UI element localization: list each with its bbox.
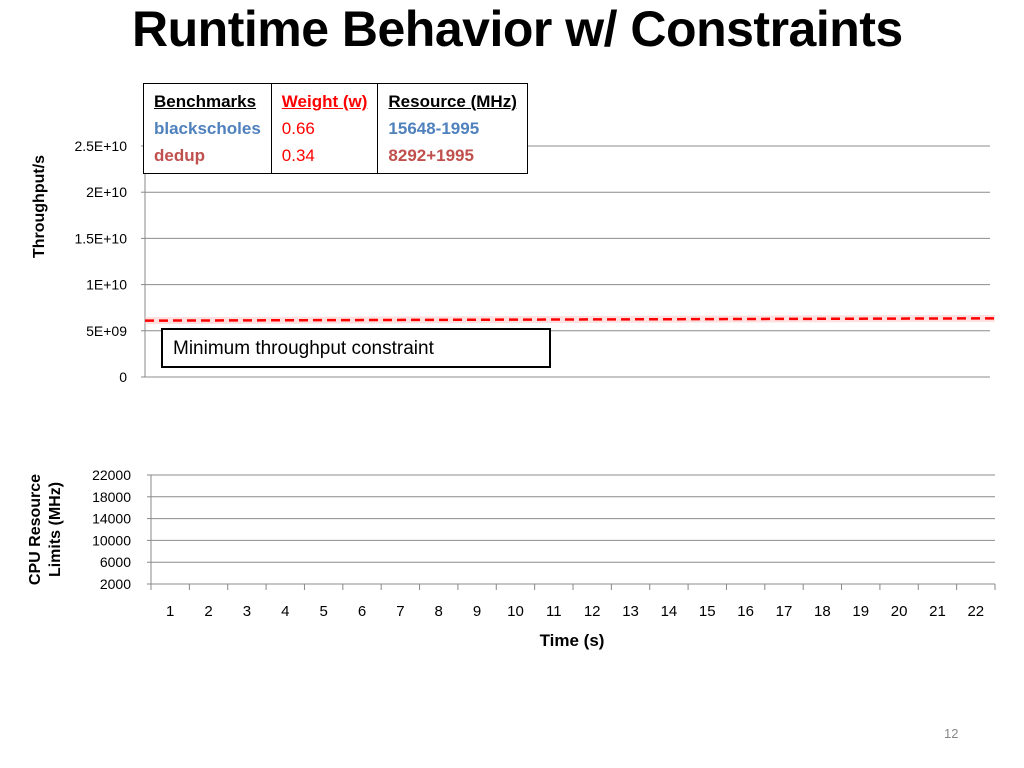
y-tick-label: 1E+10 [86, 277, 127, 293]
y-tick-label: 2E+10 [86, 184, 127, 200]
x-tick-label: 9 [473, 603, 481, 620]
x-tick-label: 19 [852, 603, 869, 620]
y-tick-label: 2000 [100, 576, 131, 592]
resource-column: Resource (MHz) 15648-1995 8292+1995 [378, 84, 526, 173]
y-tick-label: 1.5E+10 [74, 230, 127, 246]
x-tick-label: 21 [929, 603, 946, 620]
x-tick-label: 20 [891, 603, 908, 620]
x-tick-label: 8 [435, 603, 443, 620]
y-tick-label: 18000 [92, 489, 131, 505]
resource-blackscholes: 15648-1995 [388, 119, 480, 138]
benchmark-legend-table: Benchmarks blackscholes dedup Weight (w)… [143, 83, 528, 174]
x-tick-label: 10 [507, 603, 524, 620]
y-tick-label: 10000 [92, 532, 131, 548]
x-tick-label: 4 [281, 603, 289, 620]
x-axis-title: Time (s) [540, 631, 605, 650]
weight-dedup: 0.34 [281, 146, 315, 165]
benchmark-blackscholes: blackscholes [154, 119, 261, 138]
benchmark-dedup: dedup [154, 146, 205, 165]
x-tick-label: 2 [204, 603, 212, 620]
y-tick-label: 2.5E+10 [74, 138, 127, 154]
x-tick-label: 14 [661, 603, 678, 620]
x-tick-label: 12 [584, 603, 601, 620]
y-axis-title: CPU Resource Limits (MHz) [27, 474, 64, 585]
y-tick-label: 14000 [92, 511, 131, 527]
y-axis-title: Throughput/s [31, 155, 48, 258]
x-tick-label: 17 [776, 603, 793, 620]
benchmarks-column: Benchmarks blackscholes dedup [144, 84, 272, 173]
weight-blackscholes: 0.66 [281, 119, 315, 138]
y-tick-label: 0 [119, 369, 127, 385]
y-tick-label: 6000 [100, 554, 131, 570]
weight-header: Weight (w) [281, 92, 368, 111]
x-tick-label: 15 [699, 603, 716, 620]
y-tick-label: 22000 [92, 467, 131, 483]
y-axis-title-line2: Limits (MHz) [47, 482, 64, 577]
x-tick-label: 13 [622, 603, 639, 620]
page-number: 12 [944, 726, 959, 741]
x-tick-label: 22 [967, 603, 984, 620]
min-throughput-callout: Minimum throughput constraint [161, 328, 551, 368]
x-tick-label: 5 [319, 603, 327, 620]
slide-title: Runtime Behavior w/ Constraints [132, 1, 903, 57]
x-tick-label: 11 [546, 603, 562, 620]
x-tick-label: 7 [396, 603, 404, 620]
y-tick-label: 5E+09 [86, 323, 127, 339]
x-tick-label: 6 [358, 603, 366, 620]
x-tick-label: 1 [166, 603, 174, 620]
resource-dedup: 8292+1995 [388, 146, 474, 165]
benchmarks-header: Benchmarks [154, 92, 257, 111]
x-tick-label: 16 [737, 603, 754, 620]
weight-column: Weight (w) 0.66 0.34 [272, 84, 379, 173]
y-axis-title-line1: CPU Resource [27, 474, 44, 585]
throughput-chart: 0 5E+09 1E+10 1.5E+10 2E+10 2.5E+10 Throughput… [31, 138, 996, 385]
x-tick-label: 18 [814, 603, 831, 620]
resource-header: Resource (MHz) [388, 92, 517, 111]
x-tick-label: 3 [243, 603, 251, 620]
min-throughput-line [144, 317, 996, 322]
